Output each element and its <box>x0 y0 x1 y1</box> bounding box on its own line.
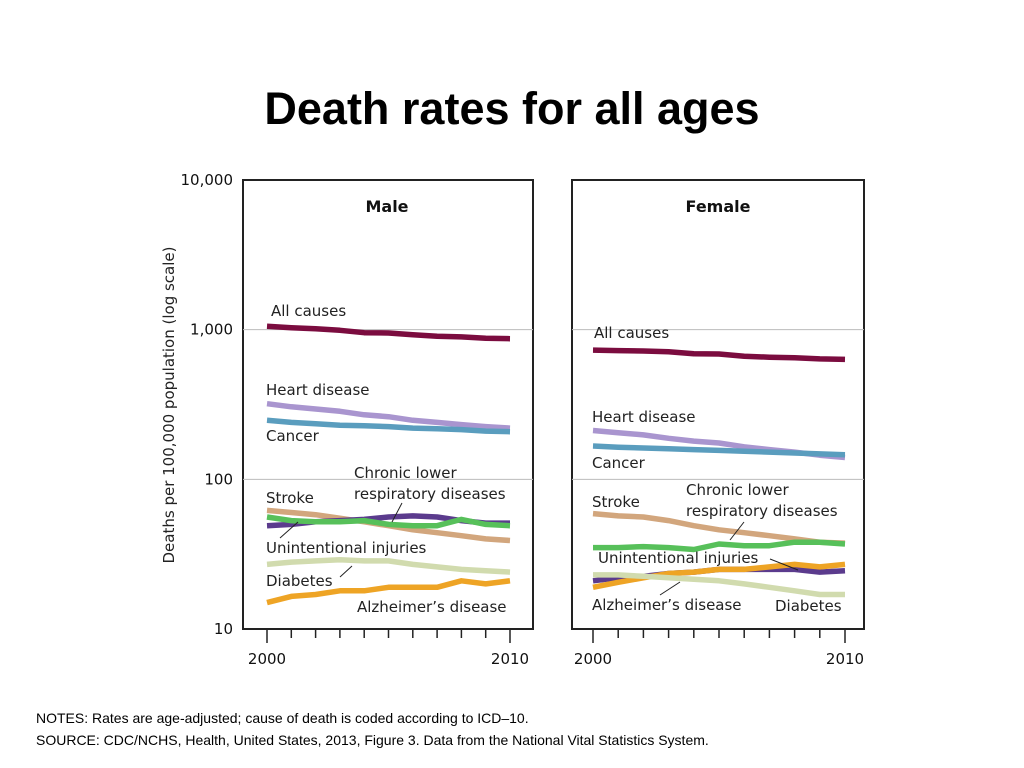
notes-block: NOTES: Rates are age-adjusted; cause of … <box>36 707 709 751</box>
female-series-lines <box>592 347 846 598</box>
male-label-cancer: Cancer <box>266 427 320 445</box>
female-leader-injuries <box>769 558 799 571</box>
male-series-heart-disease <box>266 400 511 431</box>
female-series-diabetes <box>593 572 845 598</box>
female-label-alzheimers: Alzheimer’s disease <box>592 596 742 614</box>
notes-line: NOTES: Rates are age-adjusted; cause of … <box>36 710 529 726</box>
male-series-cancer <box>266 417 511 435</box>
female-label-clrd-line1: Chronic lower <box>686 481 790 499</box>
ytick-label: 100 <box>204 470 233 488</box>
female-panel-frame <box>571 179 865 630</box>
female-label-clrd-line2: respiratory diseases <box>686 502 838 520</box>
male-series-unintentional-injuries <box>266 514 511 529</box>
male-panel-title: Male <box>365 197 408 216</box>
female-label-stroke: Stroke <box>592 493 640 511</box>
female-label-all-causes: All causes <box>594 324 669 342</box>
ytick-label: 10,000 <box>181 171 234 189</box>
male-series-alzheimer-s-disease <box>266 578 511 606</box>
male-leader-stroke <box>279 521 299 539</box>
male-panel: Male All causes Heart disease Cancer Chr… <box>242 179 534 643</box>
female-label-heart-disease: Heart disease <box>592 408 695 426</box>
female-label-diabetes: Diabetes <box>775 597 842 615</box>
male-xtick-label: 2010 <box>491 650 529 668</box>
male-label-clrd-line1: Chronic lower <box>354 464 458 482</box>
male-x-ticks <box>266 629 511 643</box>
slide-title: Death rates for all ages <box>264 83 760 134</box>
male-leader-clrd <box>391 502 403 523</box>
male-label-diabetes: Diabetes <box>266 572 333 590</box>
male-label-stroke: Stroke <box>266 489 314 507</box>
ytick-label: 10 <box>214 620 233 638</box>
female-series-chronic-lower-respiratory-diseases <box>593 539 846 553</box>
male-leader-diabetes <box>339 565 353 578</box>
male-xtick-label: 2000 <box>248 650 286 668</box>
death-rates-chart: Deaths per 100,000 population (log scale… <box>160 171 865 668</box>
female-leader-alzheimers <box>659 581 681 596</box>
female-panel-title: Female <box>686 197 751 216</box>
male-series-all-causes <box>266 323 511 342</box>
female-x-ticks <box>592 629 846 643</box>
male-label-alzheimers: Alzheimer’s disease <box>357 598 507 616</box>
source-line: SOURCE: CDC/NCHS, Health, United States,… <box>36 732 709 748</box>
female-panel: Female All causes Heart disease Cancer S… <box>571 179 865 643</box>
female-label-cancer: Cancer <box>592 454 646 472</box>
x-tick-labels: 2000 2010 2000 2010 <box>248 650 864 668</box>
ytick-label: 1,000 <box>190 321 233 339</box>
male-series-lines <box>266 323 511 606</box>
female-series-cancer <box>592 443 846 458</box>
female-label-unintentional-injuries: Unintentional injuries <box>598 549 759 567</box>
female-leader-clrd <box>729 521 745 541</box>
female-xtick-label: 2000 <box>574 650 612 668</box>
y-tick-labels: 10 100 1,000 10,000 <box>181 171 234 638</box>
male-label-heart-disease: Heart disease <box>266 381 369 399</box>
y-axis-label: Deaths per 100,000 population (log scale… <box>160 247 178 564</box>
female-xtick-label: 2010 <box>826 650 864 668</box>
male-label-clrd-line2: respiratory diseases <box>354 485 506 503</box>
female-gridlines <box>572 329 864 480</box>
female-series-alzheimer-s-disease <box>592 561 846 590</box>
female-series-all-causes <box>592 347 846 363</box>
male-series-diabetes <box>266 557 511 575</box>
male-label-unintentional-injuries: Unintentional injuries <box>266 539 427 557</box>
male-label-all-causes: All causes <box>271 302 346 320</box>
